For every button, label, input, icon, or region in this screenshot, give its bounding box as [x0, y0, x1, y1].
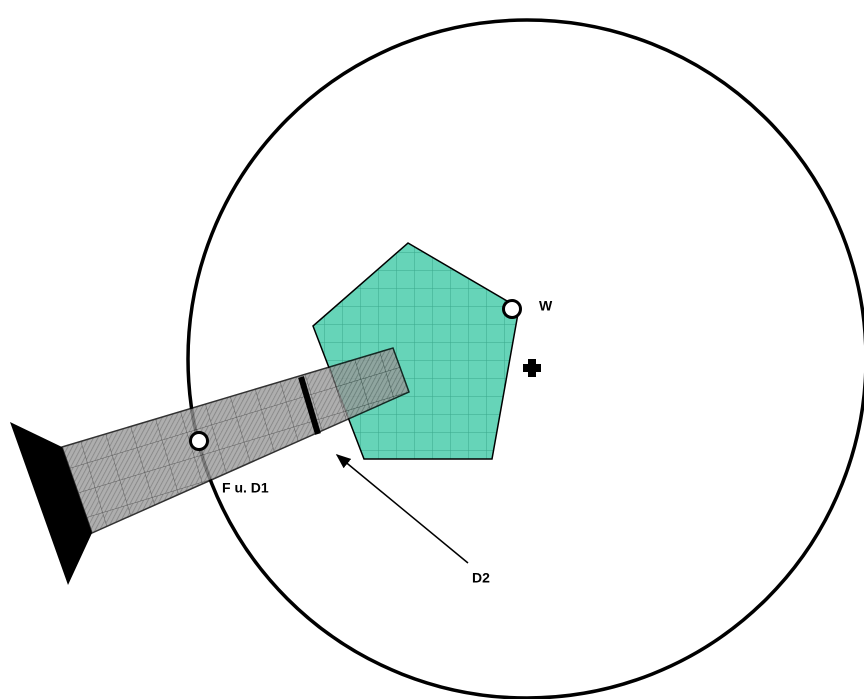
beam-source: [10, 422, 92, 585]
pentagon: [312, 242, 520, 460]
beam-marker: [298, 376, 321, 435]
cross-marker: [523, 359, 541, 377]
label-d2: D2: [472, 570, 490, 586]
point-w: [502, 299, 522, 319]
label-w: W: [539, 298, 553, 314]
boundary-circle: [186, 18, 864, 699]
arrow: [335, 454, 469, 564]
point-f: [189, 431, 209, 451]
label-f-d1: F u. D1: [222, 480, 269, 496]
